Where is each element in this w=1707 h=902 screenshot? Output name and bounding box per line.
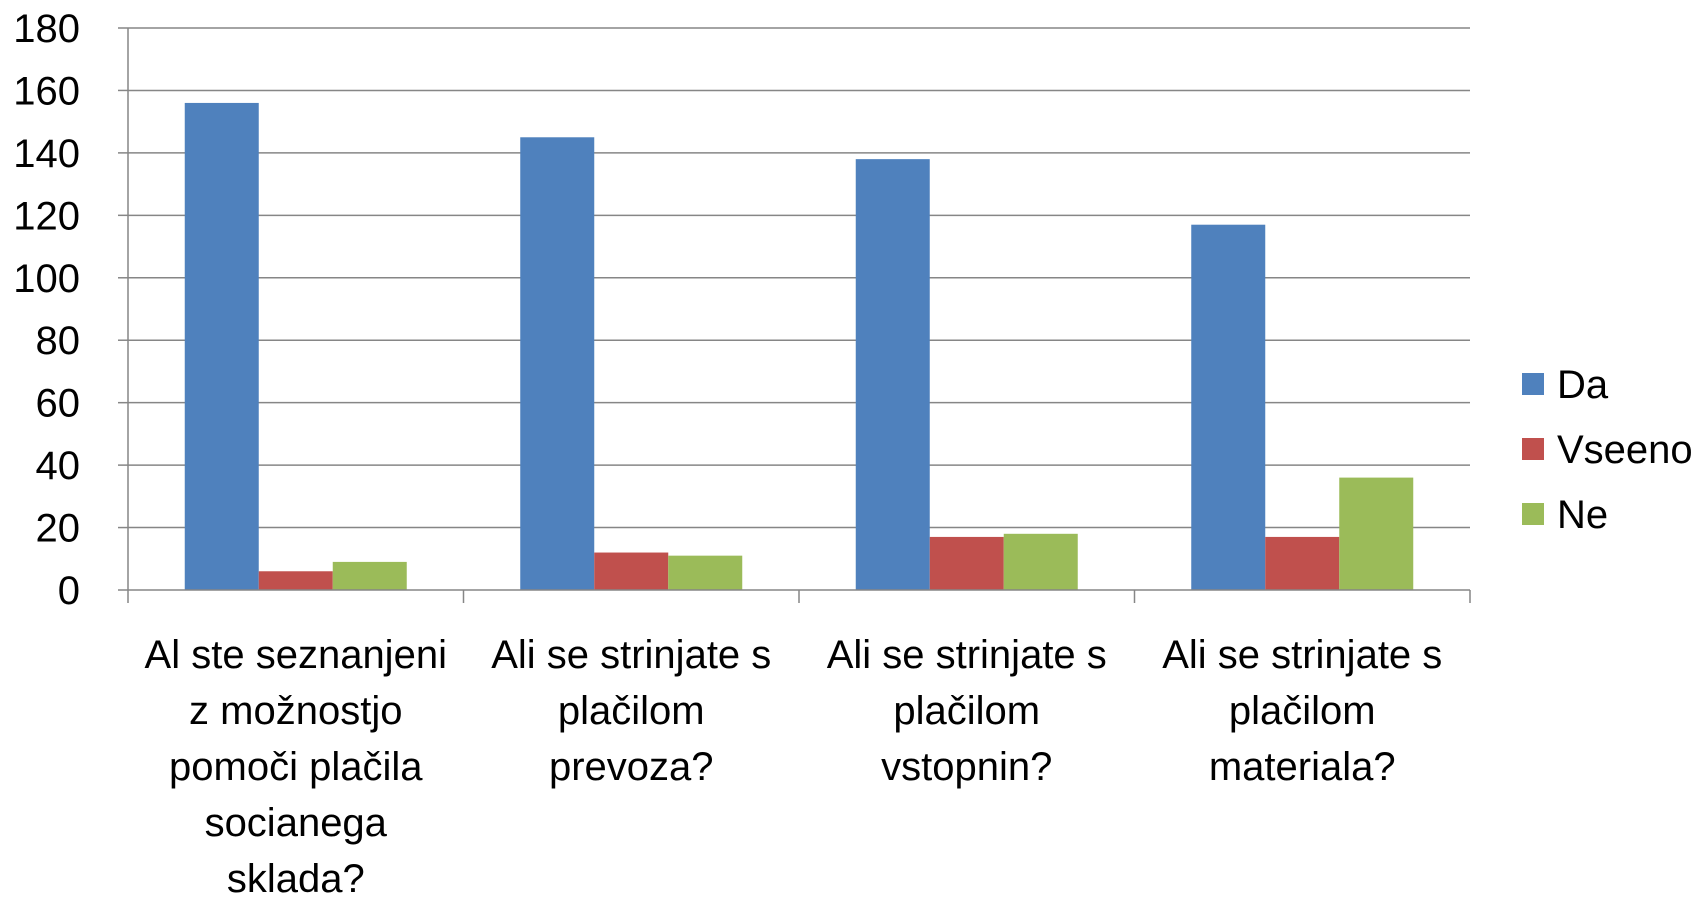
category-label-line: plačilom bbox=[893, 689, 1040, 733]
y-tick-label: 120 bbox=[13, 194, 80, 238]
y-tick-label: 0 bbox=[58, 569, 80, 613]
bar-da-2 bbox=[520, 137, 595, 590]
bar-ne-4 bbox=[1339, 477, 1414, 590]
y-tick-label: 100 bbox=[13, 257, 80, 301]
category-label: Ali se strinjate s plačilom materiala? bbox=[1162, 633, 1442, 789]
bar-da-3 bbox=[855, 159, 930, 590]
legend-swatch-ne bbox=[1522, 503, 1544, 525]
legend: Da Vseeno Ne bbox=[1522, 363, 1693, 537]
bar-ne-1 bbox=[332, 561, 407, 590]
category-label-line: Al ste seznanjeni bbox=[145, 633, 447, 677]
legend-swatch-vseeno bbox=[1522, 438, 1544, 460]
legend-label-ne: Ne bbox=[1557, 493, 1608, 537]
category-label-line: plačilom bbox=[558, 689, 705, 733]
bars bbox=[184, 102, 1414, 590]
axes bbox=[118, 27, 1471, 603]
category-label-line: Ali se strinjate s bbox=[1162, 633, 1442, 677]
category-label-line: sklada? bbox=[227, 857, 365, 901]
y-tick-label: 20 bbox=[36, 507, 81, 551]
bar-vseeno-2 bbox=[594, 552, 669, 590]
legend-label-da: Da bbox=[1557, 363, 1609, 407]
legend-swatch-da bbox=[1522, 373, 1544, 395]
category-label-line: materiala? bbox=[1209, 745, 1396, 789]
category-label-line: socianega bbox=[205, 801, 388, 845]
y-tick-label: 160 bbox=[13, 69, 80, 113]
category-label-line: z možnostjo bbox=[189, 689, 402, 733]
category-label: Ali se strinjate s plačilom vstopnin? bbox=[827, 633, 1107, 789]
category-label-line: Ali se strinjate s bbox=[827, 633, 1107, 677]
bar-da-4 bbox=[1191, 224, 1266, 590]
y-tick-label: 60 bbox=[36, 382, 81, 426]
category-labels: Al ste seznanjeni z možnostjo pomoči plači… bbox=[145, 633, 1443, 901]
y-tick-label: 80 bbox=[36, 319, 81, 363]
bar-vseeno-4 bbox=[1265, 536, 1340, 590]
gridlines bbox=[128, 27, 1470, 529]
bar-vseeno-1 bbox=[258, 571, 333, 590]
category-label-line: plačilom bbox=[1229, 689, 1376, 733]
category-label-line: Ali se strinjate s bbox=[491, 633, 771, 677]
category-label: Al ste seznanjeni z možnostjo pomoči plači… bbox=[145, 633, 447, 901]
category-label-line: vstopnin? bbox=[881, 745, 1052, 789]
y-tick-label: 140 bbox=[13, 132, 80, 176]
bar-vseeno-3 bbox=[929, 536, 1004, 590]
bar-ne-3 bbox=[1003, 533, 1078, 590]
category-label-line: prevoza? bbox=[549, 745, 714, 789]
bar-da-1 bbox=[184, 102, 259, 590]
y-tick-labels: 0 20 40 60 80 100 120 140 160 180 bbox=[13, 7, 80, 613]
bar-ne-2 bbox=[668, 555, 743, 590]
legend-label-vseeno: Vseeno bbox=[1557, 428, 1693, 472]
y-tick-label: 180 bbox=[13, 7, 80, 51]
y-tick-label: 40 bbox=[36, 444, 81, 488]
category-label-line: pomoči plačila bbox=[169, 745, 423, 789]
category-label: Ali se strinjate s plačilom prevoza? bbox=[491, 633, 771, 789]
